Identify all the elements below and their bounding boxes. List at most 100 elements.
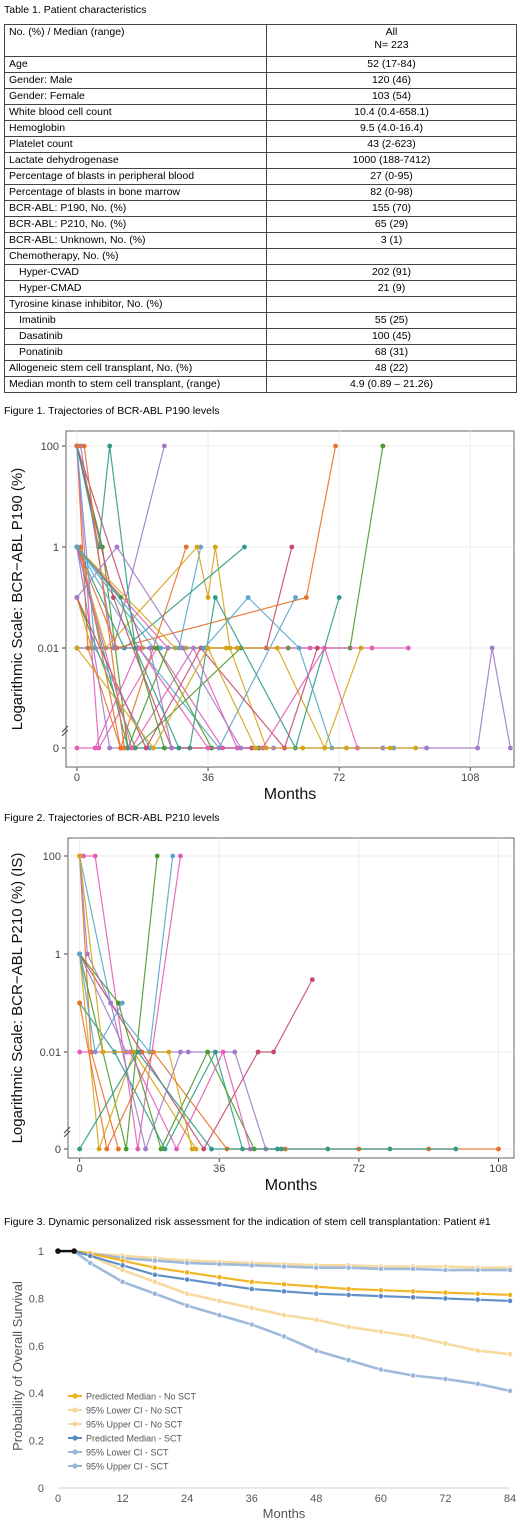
data-point	[413, 745, 419, 751]
x-tick-label: 84	[504, 1493, 516, 1505]
data-point	[135, 1146, 141, 1152]
data-point	[205, 745, 211, 751]
data-point	[281, 1263, 287, 1270]
data-point	[216, 1281, 223, 1288]
data-point	[252, 745, 258, 751]
data-point	[96, 1146, 102, 1152]
series-line	[76, 445, 224, 750]
data-point	[202, 645, 207, 651]
data-point	[442, 1267, 449, 1273]
row-value: 202 (91)	[266, 264, 517, 281]
data-point	[345, 1264, 352, 1271]
data-point	[107, 443, 113, 449]
header-label: No. (%) / Median (range)	[4, 24, 267, 57]
data-point	[281, 1312, 287, 1318]
data-point	[313, 1283, 320, 1290]
data-point	[313, 1264, 320, 1271]
data-point	[387, 1146, 393, 1152]
data-point	[77, 1146, 83, 1152]
data-point	[345, 1357, 352, 1363]
legend-swatch-marker	[72, 1407, 78, 1413]
data-point	[410, 1294, 417, 1301]
data-point	[344, 745, 349, 751]
data-point	[166, 1049, 172, 1055]
data-point	[369, 645, 375, 651]
x-tick-label: 48	[310, 1493, 322, 1505]
data-point	[170, 853, 176, 859]
data-point	[151, 1279, 158, 1285]
series-line	[79, 855, 174, 1054]
series-line	[76, 445, 337, 649]
data-point	[410, 1372, 417, 1379]
x-axis-label: Months	[264, 786, 316, 803]
row-label: Percentage of blasts in bone marrow	[4, 184, 267, 201]
y-tick-label: 0.4	[29, 1388, 44, 1400]
data-point	[114, 544, 120, 550]
data-point	[275, 1146, 280, 1152]
row-label: Dasatinib	[4, 328, 267, 345]
data-point	[507, 745, 513, 751]
data-point	[178, 853, 183, 859]
row-value: 52 (17-84)	[266, 56, 517, 73]
data-point	[108, 1000, 114, 1006]
data-point	[129, 745, 134, 751]
data-point	[125, 745, 131, 751]
y-tick-label: 0	[53, 743, 59, 755]
data-point	[300, 745, 306, 751]
series-line	[76, 546, 297, 750]
row-label: Ponatinib	[4, 344, 267, 361]
table-body: No. (%) / Median (range) All N= 223 Age 52…	[4, 24, 517, 393]
data-point	[377, 1293, 384, 1300]
data-point	[119, 1000, 125, 1006]
table-row: BCR-ABL: Unknown, No. (%) 3 (1)	[4, 232, 517, 249]
data-point	[220, 1049, 226, 1055]
data-point	[151, 745, 156, 751]
figure1-chart: 0 36 72 108 100 1 0.01 0 Months Logarithmic Scale…	[9, 430, 515, 803]
row-value: 48 (22)	[266, 360, 517, 377]
x-tick-label: 60	[375, 1493, 387, 1505]
header-n: N= 223	[374, 39, 409, 51]
data-point	[74, 544, 80, 550]
data-point	[289, 544, 295, 550]
data-point	[410, 1265, 417, 1272]
x-tick-label: 72	[353, 1163, 365, 1175]
row-value: 1000 (188-7412)	[266, 152, 517, 169]
data-point	[119, 1262, 126, 1269]
figure3-chart: 0 12 24 36 48 60 72 84 0 0.2 0.4 0.6 0.8 1 Predicted M…	[10, 1246, 516, 1521]
table-row: Median month to stem cell transplant, (r…	[4, 376, 517, 393]
row-label: Imatinib	[4, 312, 267, 329]
legend-label: 95% Upper CI - No SCT	[86, 1420, 183, 1430]
data-point	[121, 745, 127, 751]
data-point	[507, 1292, 513, 1298]
row-value: 4.9 (0.89 – 21.26)	[266, 376, 517, 393]
data-point	[143, 745, 149, 751]
y-axis-label: Logarithmic Scale: BCR−ABL P190 (%)	[9, 468, 26, 730]
row-label: Lactate dehydrogenase	[4, 152, 267, 169]
data-point	[81, 443, 87, 449]
row-label: Gender: Male	[4, 72, 267, 89]
data-point	[380, 443, 386, 449]
data-point	[442, 1340, 449, 1347]
table-row: Lactate dehydrogenase 1000 (188-7412)	[4, 152, 517, 169]
data-point	[178, 1049, 183, 1055]
row-label: Tyrosine kinase inhibitor, No. (%)	[4, 296, 267, 313]
data-point	[410, 1333, 417, 1340]
data-point	[180, 645, 185, 651]
data-point	[212, 595, 218, 600]
axis-break-mark	[61, 725, 69, 733]
series-line	[76, 545, 242, 749]
data-point	[78, 544, 83, 550]
table-row: Percentage of blasts in peripheral blood…	[4, 168, 517, 185]
data-point	[387, 745, 393, 751]
data-point	[205, 645, 211, 651]
data-point	[119, 1279, 126, 1285]
data-point	[377, 1265, 384, 1272]
data-point	[174, 1146, 179, 1152]
y-tick-label: 100	[43, 851, 61, 863]
series-line	[58, 1249, 510, 1272]
row-label: Hyper-CVAD	[4, 264, 267, 281]
table-row: Imatinib 55 (25)	[4, 312, 517, 329]
data-point	[281, 1281, 287, 1288]
data-point	[474, 1296, 481, 1303]
data-point	[453, 1146, 459, 1152]
